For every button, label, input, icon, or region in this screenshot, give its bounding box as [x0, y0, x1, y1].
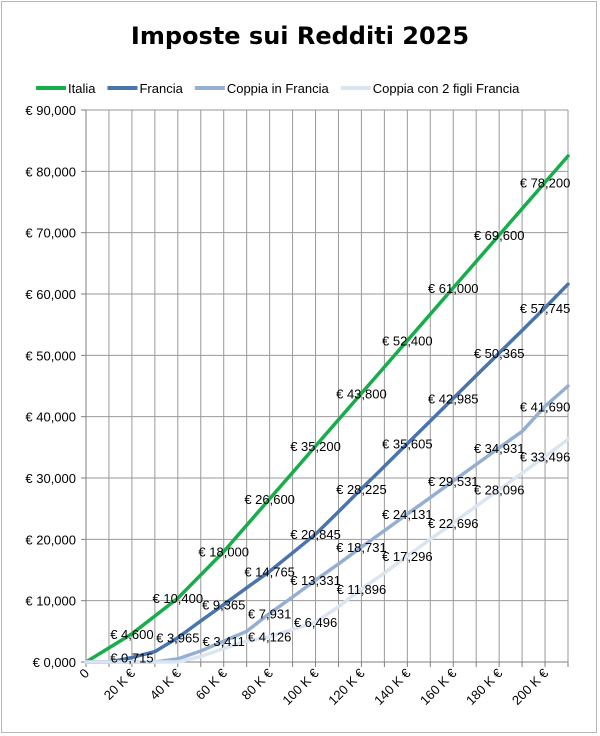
series-line-coppia-con-2-figli-francia — [84, 437, 570, 664]
data-label: € 78,200 — [520, 175, 571, 190]
x-tick-label: 60 K € — [193, 665, 231, 703]
data-label: € 41,690 — [520, 399, 571, 414]
data-label: € 3,411 — [203, 634, 245, 649]
data-label: € 7,931 — [248, 606, 291, 621]
data-label: € 42,985 — [428, 391, 479, 406]
data-label: € 61,000 — [428, 281, 479, 296]
y-tick-label: € 90,000 — [25, 103, 76, 118]
y-tick-label: € 60,000 — [25, 287, 76, 302]
data-label: € 28,225 — [336, 482, 387, 497]
data-label: € 34,931 — [474, 441, 525, 456]
data-label: € 28,096 — [474, 483, 525, 498]
x-tick-label: 40 K € — [147, 665, 185, 703]
data-label: € 35,200 — [290, 439, 341, 454]
data-label: € 17,296 — [382, 549, 433, 564]
x-tick-label: 80 K € — [239, 665, 277, 703]
data-label: € 22,696 — [428, 516, 479, 531]
y-tick-label: € 10,000 — [25, 594, 76, 609]
data-label: € 11,896 — [337, 582, 387, 597]
data-label: € 50,365 — [474, 346, 525, 361]
data-label: € 13,331 — [290, 573, 341, 588]
chart-title: Imposte sui Redditi 2025 — [130, 22, 470, 50]
data-label: € 10,400 — [153, 591, 204, 606]
y-tick-label: € 50,000 — [25, 348, 76, 363]
data-label: € 4,126 — [248, 630, 291, 645]
series-line-italia — [84, 154, 570, 664]
series-lines — [84, 154, 570, 664]
data-labels: € 4,600 € 10,400 € 18,000 € 26,600 € 35,200 €… — [110, 175, 570, 665]
y-tick-label: € 80,000 — [25, 164, 76, 179]
data-label: € 26,600 — [244, 492, 295, 507]
legend-label: Coppia con 2 figli Francia — [373, 81, 520, 96]
y-tick-label: € 70,000 — [25, 226, 76, 241]
data-label: € 3,965 — [156, 631, 199, 646]
data-label: € 0,715 — [110, 651, 153, 666]
legend-label: Coppia in Francia — [227, 81, 330, 96]
data-label: € 35,605 — [382, 437, 433, 452]
x-tick-label: 140 K € — [371, 665, 414, 708]
y-tick-label: € 40,000 — [25, 410, 76, 425]
data-label: € 57,745 — [520, 301, 571, 316]
data-label: € 14,765 — [244, 564, 295, 579]
x-tick-label: 0 — [76, 666, 92, 682]
y-tick-label: € 20,000 — [25, 532, 76, 547]
y-tick-label: € 30,000 — [25, 471, 76, 486]
x-tick-label: 200 K € — [509, 665, 552, 708]
data-label: € 69,600 — [474, 228, 525, 243]
x-tick-label: 120 K € — [325, 665, 368, 708]
data-label: € 43,800 — [336, 386, 387, 401]
data-label: € 18,000 — [198, 545, 249, 560]
data-label: € 6,496 — [294, 615, 337, 630]
data-label: € 18,731 — [336, 540, 387, 555]
legend-label: Francia — [139, 81, 183, 96]
data-label: € 20,845 — [290, 527, 341, 542]
data-label: € 24,131 — [382, 507, 433, 522]
x-tick-label: 20 K € — [101, 665, 139, 703]
legend: Italia Francia Coppia in Francia Coppia con… — [36, 81, 520, 96]
series-line-francia — [84, 282, 570, 664]
data-label: € 29,531 — [428, 474, 479, 489]
data-label: € 9,365 — [202, 598, 245, 613]
y-tick-label: € 0,000 — [33, 655, 76, 670]
data-label: € 33,496 — [520, 450, 571, 465]
x-tick-label: 100 K € — [279, 665, 322, 708]
data-label: € 52,400 — [382, 334, 433, 349]
data-label: € 4,600 — [110, 627, 153, 642]
x-tick-label: 180 K € — [463, 665, 506, 708]
legend-label: Italia — [68, 81, 96, 96]
x-tick-label: 160 K € — [417, 665, 460, 708]
